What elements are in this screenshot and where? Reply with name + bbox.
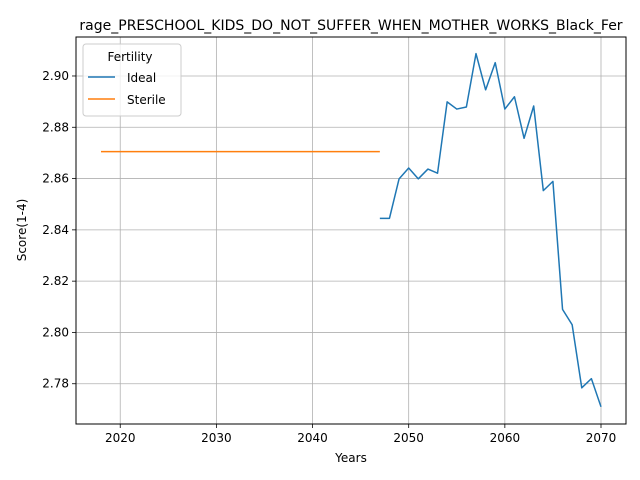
y-tick-label: 2.84 <box>42 223 69 237</box>
y-tick-label: 2.90 <box>42 69 69 83</box>
legend-box <box>82 43 182 117</box>
legend-label-ideal: Ideal <box>127 71 156 85</box>
y-tick-label: 2.82 <box>42 274 69 288</box>
series-line-ideal <box>379 52 602 408</box>
y-tick-label: 2.88 <box>42 120 69 134</box>
x-tick-label: 2030 <box>201 431 232 445</box>
series-lines <box>101 52 602 408</box>
y-tick-label: 2.78 <box>42 377 69 391</box>
plot-frame <box>75 36 627 425</box>
chart-title: rage_PRESCHOOL_KIDS_DO_NOT_SUFFER_WHEN_M… <box>79 18 622 34</box>
x-tick-label: 2060 <box>490 431 521 445</box>
y-tick-label: 2.80 <box>42 325 69 339</box>
y-axis-label: Score(1-4) <box>15 199 29 262</box>
legend-title: Fertility <box>107 50 152 64</box>
x-tick-label: 2070 <box>586 431 617 445</box>
x-tick-label: 2040 <box>297 431 328 445</box>
x-tick-label: 2050 <box>393 431 424 445</box>
y-tick-label: 2.86 <box>42 172 69 186</box>
x-tick-label: 2020 <box>105 431 136 445</box>
x-axis-label: Years <box>334 451 367 465</box>
legend: Fertility Ideal Sterile <box>82 43 182 117</box>
axis-ticks: 2020 2030 2040 2050 2060 2070 2.78 2.80 2.82 2.84… <box>42 69 616 445</box>
grid <box>76 37 626 424</box>
legend-label-sterile: Sterile <box>127 93 166 107</box>
